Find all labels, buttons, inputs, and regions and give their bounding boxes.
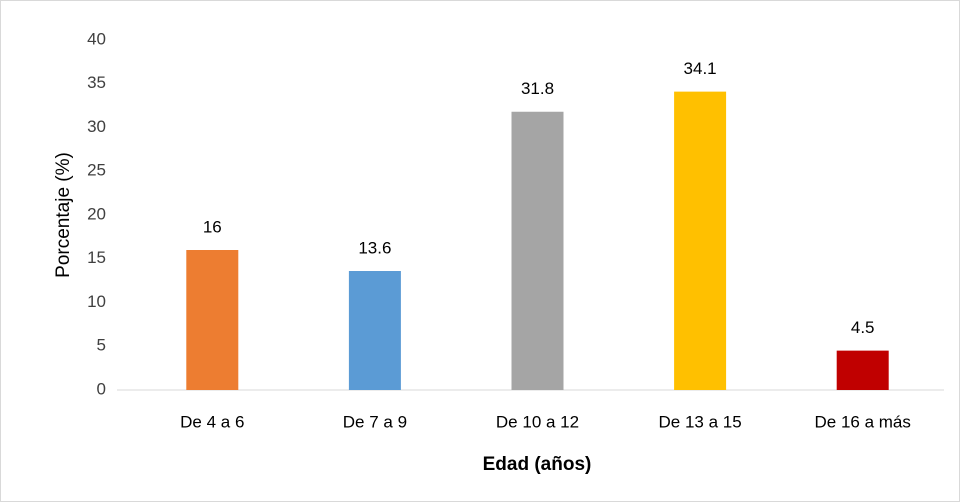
data-label: 34.1 [684, 59, 717, 78]
y-tick-label: 10 [87, 292, 106, 311]
y-tick-label: 30 [87, 117, 106, 136]
bar [186, 250, 239, 390]
x-tick-label: De 16 a más [815, 412, 911, 431]
y-tick-label: 40 [87, 29, 106, 48]
x-tick-label: De 13 a 15 [659, 412, 742, 431]
x-tick-label: De 10 a 12 [496, 412, 579, 431]
bar [348, 271, 401, 390]
bar [511, 111, 564, 390]
y-tick-label: 5 [97, 336, 106, 355]
x-tick-label: De 4 a 6 [180, 412, 244, 431]
y-tick-label: 35 [87, 73, 106, 92]
y-tick-label: 15 [87, 248, 106, 267]
y-axis-title: Porcentaje (%) [53, 152, 74, 278]
x-axis-title: Edad (años) [483, 454, 592, 475]
bar [674, 91, 727, 390]
data-label: 13.6 [358, 238, 391, 257]
data-label: 16 [203, 217, 222, 236]
x-tick-label: De 7 a 9 [343, 412, 407, 431]
data-label: 4.5 [851, 318, 875, 337]
y-tick-label: 25 [87, 161, 106, 180]
y-tick-label: 20 [87, 204, 106, 223]
bar [836, 350, 889, 390]
data-label: 31.8 [521, 79, 554, 98]
y-tick-label: 0 [97, 379, 106, 398]
